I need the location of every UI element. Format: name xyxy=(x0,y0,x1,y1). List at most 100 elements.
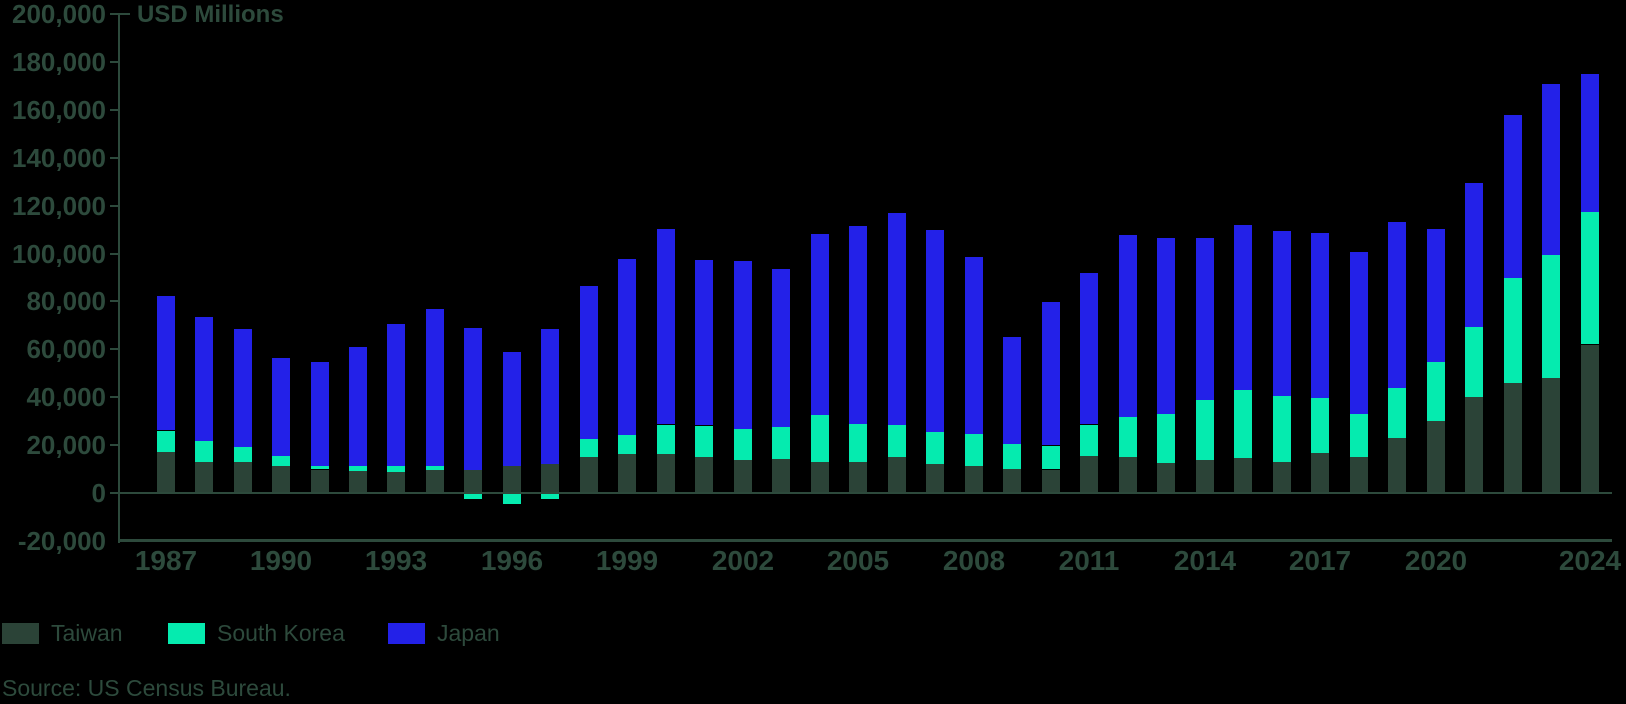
bar-segment-taiwan xyxy=(1503,383,1522,493)
bar-segment-japan xyxy=(1234,224,1253,390)
bar-segment-taiwan xyxy=(1118,457,1137,493)
bar-segment-south-korea xyxy=(310,465,329,470)
y-axis-tick-label: 60,000 xyxy=(26,334,106,364)
bar-segment-south-korea xyxy=(579,439,598,458)
bar-segment-japan xyxy=(1118,234,1137,418)
bar-segment-south-korea xyxy=(849,423,868,463)
bar-segment-south-korea xyxy=(1388,388,1407,438)
y-axis-tick-label: 0 xyxy=(91,478,106,508)
x-axis-year-label: 2008 xyxy=(942,545,1006,576)
y-axis-tick-label: 200,000 xyxy=(12,0,106,29)
bar-segment-japan xyxy=(464,328,483,470)
bar-segment-taiwan xyxy=(272,466,290,493)
bar-segment-japan xyxy=(1272,230,1291,396)
legend-item-south-korea: South Korea xyxy=(168,621,345,645)
bar-segment-taiwan xyxy=(1426,421,1445,493)
bar-segment-south-korea xyxy=(541,494,560,499)
x-axis-year-label: 2011 xyxy=(1058,545,1120,576)
bar-segment-south-korea xyxy=(887,424,906,457)
bar-segment-south-korea xyxy=(1580,211,1599,345)
y-axis-title: USD Millions xyxy=(137,1,284,28)
x-axis-year-label: 1990 xyxy=(249,545,313,576)
bar-segment-japan xyxy=(964,256,983,435)
bar-segment-japan xyxy=(579,285,598,440)
bar-segment-taiwan xyxy=(1580,344,1599,493)
x-axis-year-label: 1993 xyxy=(364,545,428,576)
bar-segment-taiwan xyxy=(502,465,521,493)
x-axis-year-label: 2017 xyxy=(1288,545,1352,576)
y-axis-tick-label: 20,000 xyxy=(26,430,106,460)
bar-segment-taiwan xyxy=(772,459,791,493)
x-axis-year-label: 2002 xyxy=(711,545,775,576)
y-axis-tick-label: -20,000 xyxy=(17,526,106,556)
bar-segment-japan xyxy=(810,233,829,415)
bar-segment-south-korea xyxy=(502,494,521,504)
bar-segment-south-korea xyxy=(1234,389,1253,458)
bar-segment-south-korea xyxy=(926,432,945,465)
bar-segment-japan xyxy=(1388,222,1407,389)
bar-segment-taiwan xyxy=(1195,459,1214,493)
bar-segment-taiwan xyxy=(1272,461,1291,493)
bar-segment-japan xyxy=(849,226,868,424)
bar-segment-japan xyxy=(1542,84,1561,255)
bar-segment-taiwan xyxy=(1388,437,1407,493)
bar-segment-south-korea xyxy=(349,465,367,471)
bar-segment-taiwan xyxy=(156,451,175,493)
bar-segment-japan xyxy=(195,316,213,441)
y-axis-tick-label: 120,000 xyxy=(12,191,106,221)
y-axis-tick xyxy=(110,348,118,350)
bar-segment-japan xyxy=(733,261,752,429)
y-axis-top-tick xyxy=(120,13,130,15)
bar-segment-south-korea xyxy=(656,424,675,455)
bar-segment-taiwan xyxy=(1080,456,1099,493)
y-axis-tick-label: 180,000 xyxy=(12,47,106,77)
x-axis-year-label: 2005 xyxy=(826,545,890,576)
y-axis-tick xyxy=(110,444,118,446)
bar-segment-south-korea xyxy=(772,427,791,459)
bar-segment-taiwan xyxy=(1003,469,1022,493)
bar-segment-south-korea xyxy=(1195,399,1214,460)
y-axis-tick xyxy=(110,300,118,302)
y-axis-line xyxy=(118,13,120,543)
bar-segment-south-korea xyxy=(1349,413,1368,457)
bar-segment-south-korea xyxy=(1465,327,1484,397)
bar-segment-taiwan xyxy=(310,469,329,493)
bar-segment-taiwan xyxy=(387,471,406,493)
bar-segment-japan xyxy=(349,347,367,466)
bar-segment-taiwan xyxy=(425,470,444,493)
bar-segment-japan xyxy=(1003,336,1022,444)
bar-segment-japan xyxy=(310,362,329,466)
bar-segment-taiwan xyxy=(1157,463,1176,493)
bar-segment-japan xyxy=(425,308,444,467)
y-axis-tick-label: 80,000 xyxy=(26,286,106,316)
bar-segment-south-korea xyxy=(1118,417,1137,458)
x-axis-year-label: 2024 xyxy=(1558,545,1622,576)
bar-segment-south-korea xyxy=(964,434,983,467)
bar-segment-japan xyxy=(887,212,906,425)
bar-segment-south-korea xyxy=(272,456,290,467)
bar-segment-taiwan xyxy=(1542,378,1561,493)
bar-segment-japan xyxy=(1465,183,1484,328)
bar-segment-south-korea xyxy=(695,425,714,457)
y-axis-tick-label: 160,000 xyxy=(12,95,106,125)
bar-segment-japan xyxy=(1580,73,1599,212)
bar-segment-taiwan xyxy=(1465,396,1484,493)
bar-segment-taiwan xyxy=(1349,456,1368,493)
bar-segment-south-korea xyxy=(233,446,252,462)
source-note: Source: US Census Bureau. xyxy=(2,675,291,701)
bar-segment-taiwan xyxy=(849,462,868,493)
legend: Taiwan South Korea Japan xyxy=(2,621,1002,645)
y-axis-tick xyxy=(110,109,118,111)
legend-label-south-korea: South Korea xyxy=(217,620,345,646)
bar-segment-japan xyxy=(1041,301,1060,446)
y-axis-tick xyxy=(110,157,118,159)
bar-segment-south-korea xyxy=(387,466,406,472)
bar-segment-japan xyxy=(656,229,675,425)
bar-segment-taiwan xyxy=(887,456,906,493)
legend-swatch-japan-icon xyxy=(388,622,425,644)
y-axis-tick-label: 140,000 xyxy=(12,143,106,173)
x-axis-year-label: 2020 xyxy=(1404,545,1468,576)
bar-segment-japan xyxy=(1195,237,1214,400)
bar-segment-south-korea xyxy=(733,428,752,460)
legend-item-japan: Japan xyxy=(388,621,500,645)
